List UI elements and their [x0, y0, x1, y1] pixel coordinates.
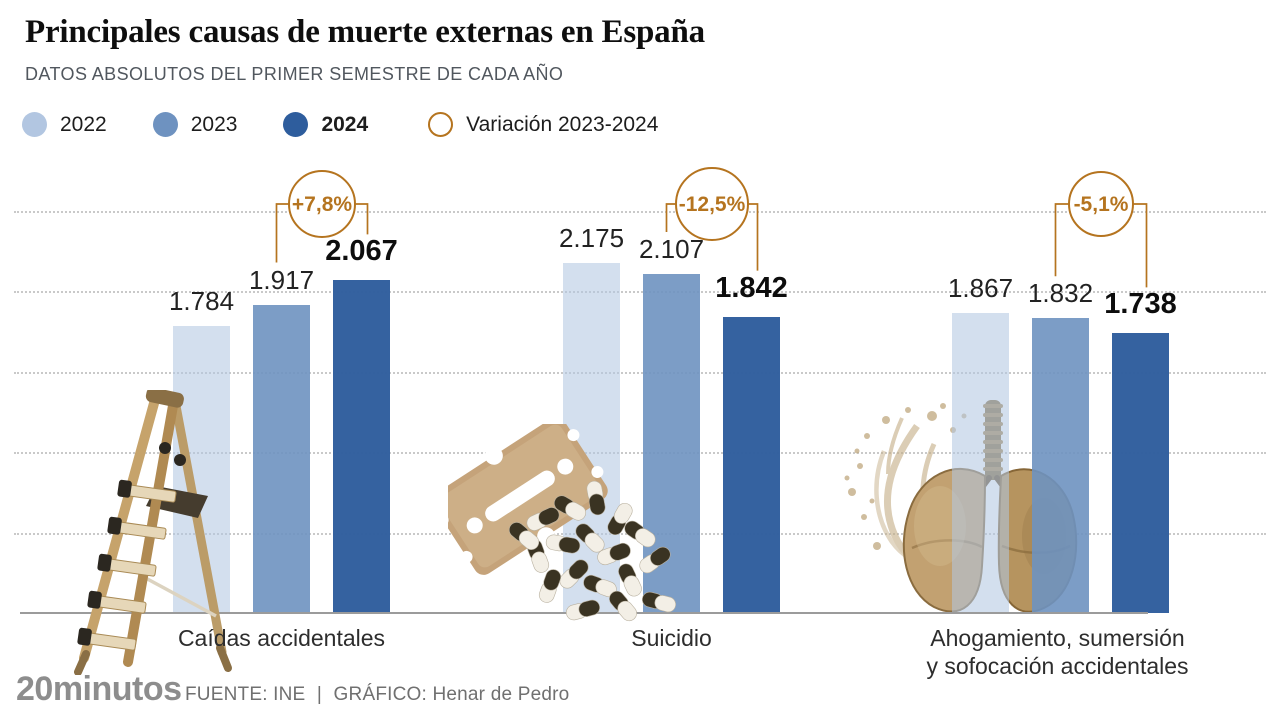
capsule	[545, 534, 581, 554]
brand-logo: 20minutos	[16, 670, 182, 708]
legend-item-2023: 2023	[152, 112, 238, 137]
capsule	[618, 563, 642, 597]
razor-pills-illustration	[448, 424, 676, 622]
capsule	[597, 542, 631, 566]
value-label-2022-group1: 1.784	[168, 285, 235, 316]
gridline-2500	[14, 210, 1266, 213]
bar-2022-group3	[952, 312, 1009, 613]
legend-item-variation: Variación 2023-2024	[428, 112, 658, 137]
gridline-500	[14, 532, 1266, 535]
capsule	[566, 599, 600, 621]
variation-value-group2: -12,5%	[679, 193, 746, 216]
legend-dot-2022	[22, 112, 47, 137]
bar-2023-group1	[253, 304, 310, 613]
lungs-water-illustration	[844, 400, 1078, 613]
capsule	[583, 574, 617, 598]
variation-value-group1: +7,8%	[292, 193, 352, 216]
capsule	[609, 590, 637, 622]
gridline-2000	[14, 291, 1266, 294]
variation-ring-icon	[428, 112, 454, 137]
variation-value-group3: -5,1%	[1074, 193, 1129, 216]
variation-circle-group3	[1068, 171, 1134, 237]
value-label-2022-group3: 1.867	[947, 272, 1014, 303]
legend-label-2023: 2023	[190, 112, 238, 136]
legend-item-2022: 2022	[22, 112, 107, 137]
value-label-2022-group2: 2.175	[558, 223, 625, 254]
legend-label-variation: Variación 2023-2024	[466, 112, 659, 136]
value-label-2024-group3: 1.738	[1104, 288, 1177, 321]
capsule	[642, 591, 676, 613]
bar-2022-group1	[173, 325, 230, 613]
legend-label-2022: 2022	[60, 112, 107, 136]
value-label-2024-group1: 2.067	[325, 235, 398, 268]
capsule	[624, 520, 656, 548]
bar-2024-group2	[723, 316, 780, 613]
ladder-illustration	[74, 390, 232, 675]
gridline-1000	[14, 452, 1266, 455]
variation-bracket-group1	[275, 203, 369, 263]
capsule	[639, 546, 671, 574]
value-label-2023-group1: 1.917	[248, 264, 315, 295]
bar-2024-group3	[1112, 333, 1169, 613]
capsule	[538, 569, 562, 603]
capsule	[586, 480, 606, 516]
variation-bracket-group3	[1054, 203, 1148, 288]
category-label-group3: Ahogamiento, sumersión y sofocación accid…	[926, 625, 1189, 679]
bar-2022-group2	[563, 263, 620, 613]
variation-bracket-group2	[665, 203, 759, 271]
bar-2024-group1	[333, 280, 390, 613]
gridline-1500	[14, 371, 1266, 374]
value-label-2023-group2: 2.107	[638, 233, 705, 264]
capsule	[508, 522, 540, 550]
page-title: Principales causas de muerte externas en…	[25, 14, 705, 50]
variation-circle-group2	[675, 167, 749, 241]
legend-label-2024: 2024	[321, 112, 369, 136]
value-label-2023-group3: 1.832	[1027, 278, 1094, 309]
category-label-group1: Caídas accidentales	[177, 625, 386, 651]
variation-circle-group1	[288, 170, 356, 238]
legend-item-2024: 2024	[283, 112, 368, 137]
legend-dot-2023	[152, 112, 178, 137]
capsule	[559, 559, 589, 589]
chart-subtitle: DATOS ABSOLUTOS DEL PRIMER SEMESTRE DE C…	[25, 64, 564, 84]
capsule	[526, 507, 560, 531]
credit-text: GRÁFICO: Henar de Pedro	[333, 684, 570, 705]
capsule	[553, 495, 587, 521]
legend: 2022 2023 2024 Variación 2023-2024	[22, 112, 658, 137]
capsule	[575, 523, 605, 553]
legend-dot-2024	[283, 112, 309, 137]
capsule	[607, 502, 633, 536]
capsule	[526, 539, 550, 573]
separator: |	[316, 684, 323, 705]
source-credit: FUENTE: INE | GRÁFICO: Henar de Pedro	[185, 684, 575, 706]
category-label-group2: Suicidio	[631, 625, 712, 651]
bar-2023-group2	[643, 273, 700, 613]
x-axis-line	[20, 612, 1148, 614]
bar-2023-group3	[1032, 318, 1089, 613]
source-text: FUENTE: INE	[185, 684, 306, 705]
value-label-2024-group2: 1.842	[715, 271, 788, 304]
